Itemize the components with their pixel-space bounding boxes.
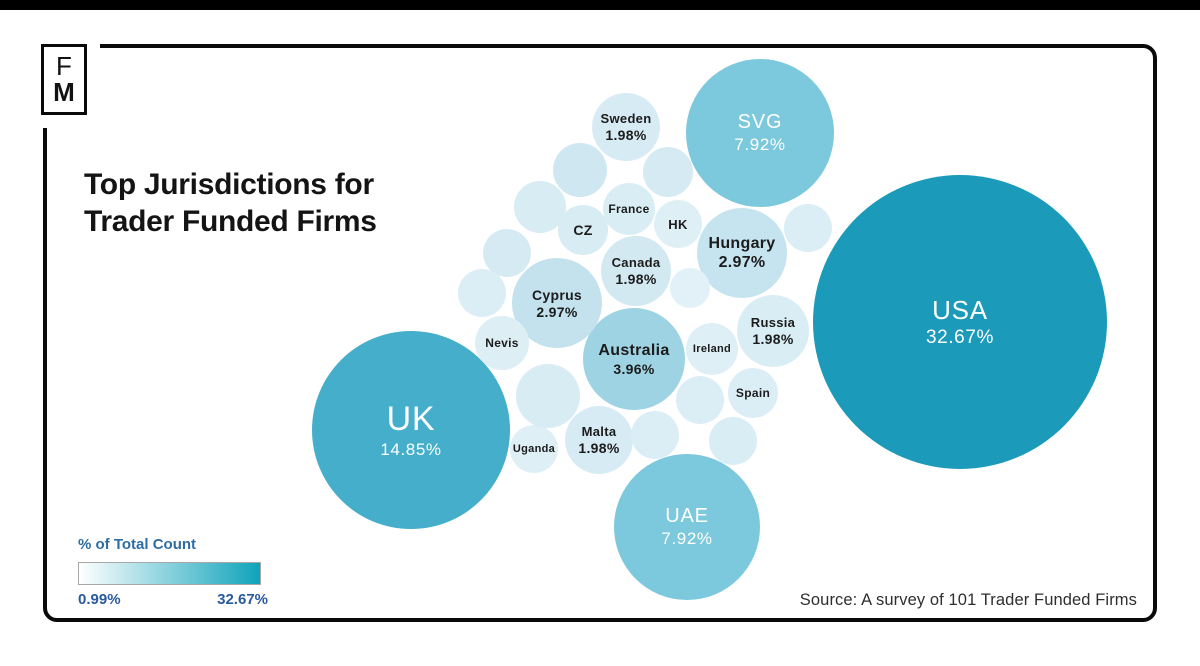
bubble-unlabeled-4 — [483, 229, 531, 277]
page-title-line2: Trader Funded Firms — [84, 205, 377, 238]
bubble-unlabeled-9 — [676, 376, 724, 424]
bubble-unlabeled-7 — [670, 268, 710, 308]
bubble-percent: 1.98% — [578, 440, 620, 456]
bubble-unlabeled-8 — [516, 364, 580, 428]
bubble-hk: HK — [654, 200, 702, 248]
bubble-label: Russia — [750, 315, 796, 330]
bubble-percent: 1.98% — [605, 127, 647, 143]
bubble-hungary: Hungary 2.97% — [697, 208, 787, 298]
bubble-unlabeled-3 — [514, 181, 566, 233]
legend: % of Total Count 0.99% 32.67% — [78, 536, 268, 608]
bubble-label: UK — [386, 400, 436, 438]
bubble-percent: 7.92% — [661, 529, 713, 548]
bubble-label: Ireland — [692, 343, 732, 355]
fm-logo: F M — [41, 44, 87, 115]
source-text: Source: A survey of 101 Trader Funded Fi… — [799, 591, 1137, 609]
bubble-label: France — [608, 202, 650, 216]
bubble-percent: 7.92% — [734, 135, 786, 154]
legend-gradient-bar — [78, 562, 261, 585]
bubble-unlabeled-11 — [709, 417, 757, 465]
legend-title: % of Total Count — [78, 536, 197, 553]
bubble-label: Spain — [735, 386, 771, 400]
bubble-percent: 2.97% — [536, 303, 578, 320]
bubble-australia: Australia 3.96% — [583, 308, 685, 410]
bubble-russia: Russia 1.98% — [737, 295, 809, 367]
bubble-label: Cyprus — [531, 286, 583, 303]
bubble-uganda: Uganda — [510, 425, 558, 473]
bubble-percent: 1.98% — [615, 271, 657, 287]
legend-min-label: 0.99% — [78, 591, 121, 608]
bubble-unlabeled-1 — [553, 143, 607, 197]
bubble-label: SVG — [737, 111, 783, 133]
bubble-cz: CZ — [558, 205, 608, 255]
bubble-sweden: Sweden 1.98% — [592, 93, 660, 161]
bubble-label: Nevis — [485, 336, 519, 350]
bubble-uae: UAE 7.92% — [614, 454, 760, 600]
bubble-unlabeled-2 — [643, 147, 693, 197]
bubble-ireland: Ireland — [686, 323, 738, 375]
bubble-unlabeled-5 — [458, 269, 506, 317]
bubble-label: Malta — [581, 424, 617, 439]
bubble-france: France — [603, 183, 655, 235]
bubble-label: CZ — [573, 222, 593, 238]
bubble-percent: 14.85% — [380, 440, 442, 459]
bubble-percent: 1.98% — [752, 331, 794, 347]
bubble-canada: Canada 1.98% — [601, 236, 671, 306]
bubble-label: Canada — [611, 255, 661, 270]
bubble-usa: USA 32.67% — [813, 175, 1107, 469]
page-title: Top Jurisdictions for Trader Funded Firm… — [84, 166, 377, 240]
bubble-unlabeled-6 — [784, 204, 832, 252]
bubble-uk: UK 14.85% — [312, 331, 510, 529]
bubble-percent: 32.67% — [925, 327, 995, 348]
bubble-svg: SVG 7.92% — [686, 59, 834, 207]
logo-letter-f: F — [56, 51, 72, 81]
bubble-label: UAE — [665, 505, 709, 527]
bubble-label: USA — [932, 295, 988, 325]
bubble-spain: Spain — [728, 368, 778, 418]
page-title-line1: Top Jurisdictions for — [84, 168, 374, 201]
bubble-nevis: Nevis — [475, 316, 529, 370]
bubble-percent: 2.97% — [718, 253, 766, 271]
bubble-label: Australia — [598, 341, 670, 359]
bubble-malta: Malta 1.98% — [565, 406, 633, 474]
top-black-bar — [0, 0, 1200, 10]
legend-max-label: 32.67% — [217, 591, 268, 608]
bubble-label: Uganda — [512, 443, 556, 455]
bubble-unlabeled-10 — [631, 411, 679, 459]
bubble-percent: 3.96% — [613, 360, 655, 377]
bubble-label: HK — [668, 216, 688, 232]
bubble-label: Sweden — [600, 111, 652, 126]
bubble-label: Hungary — [708, 234, 776, 252]
logo-letter-m: M — [53, 77, 75, 107]
